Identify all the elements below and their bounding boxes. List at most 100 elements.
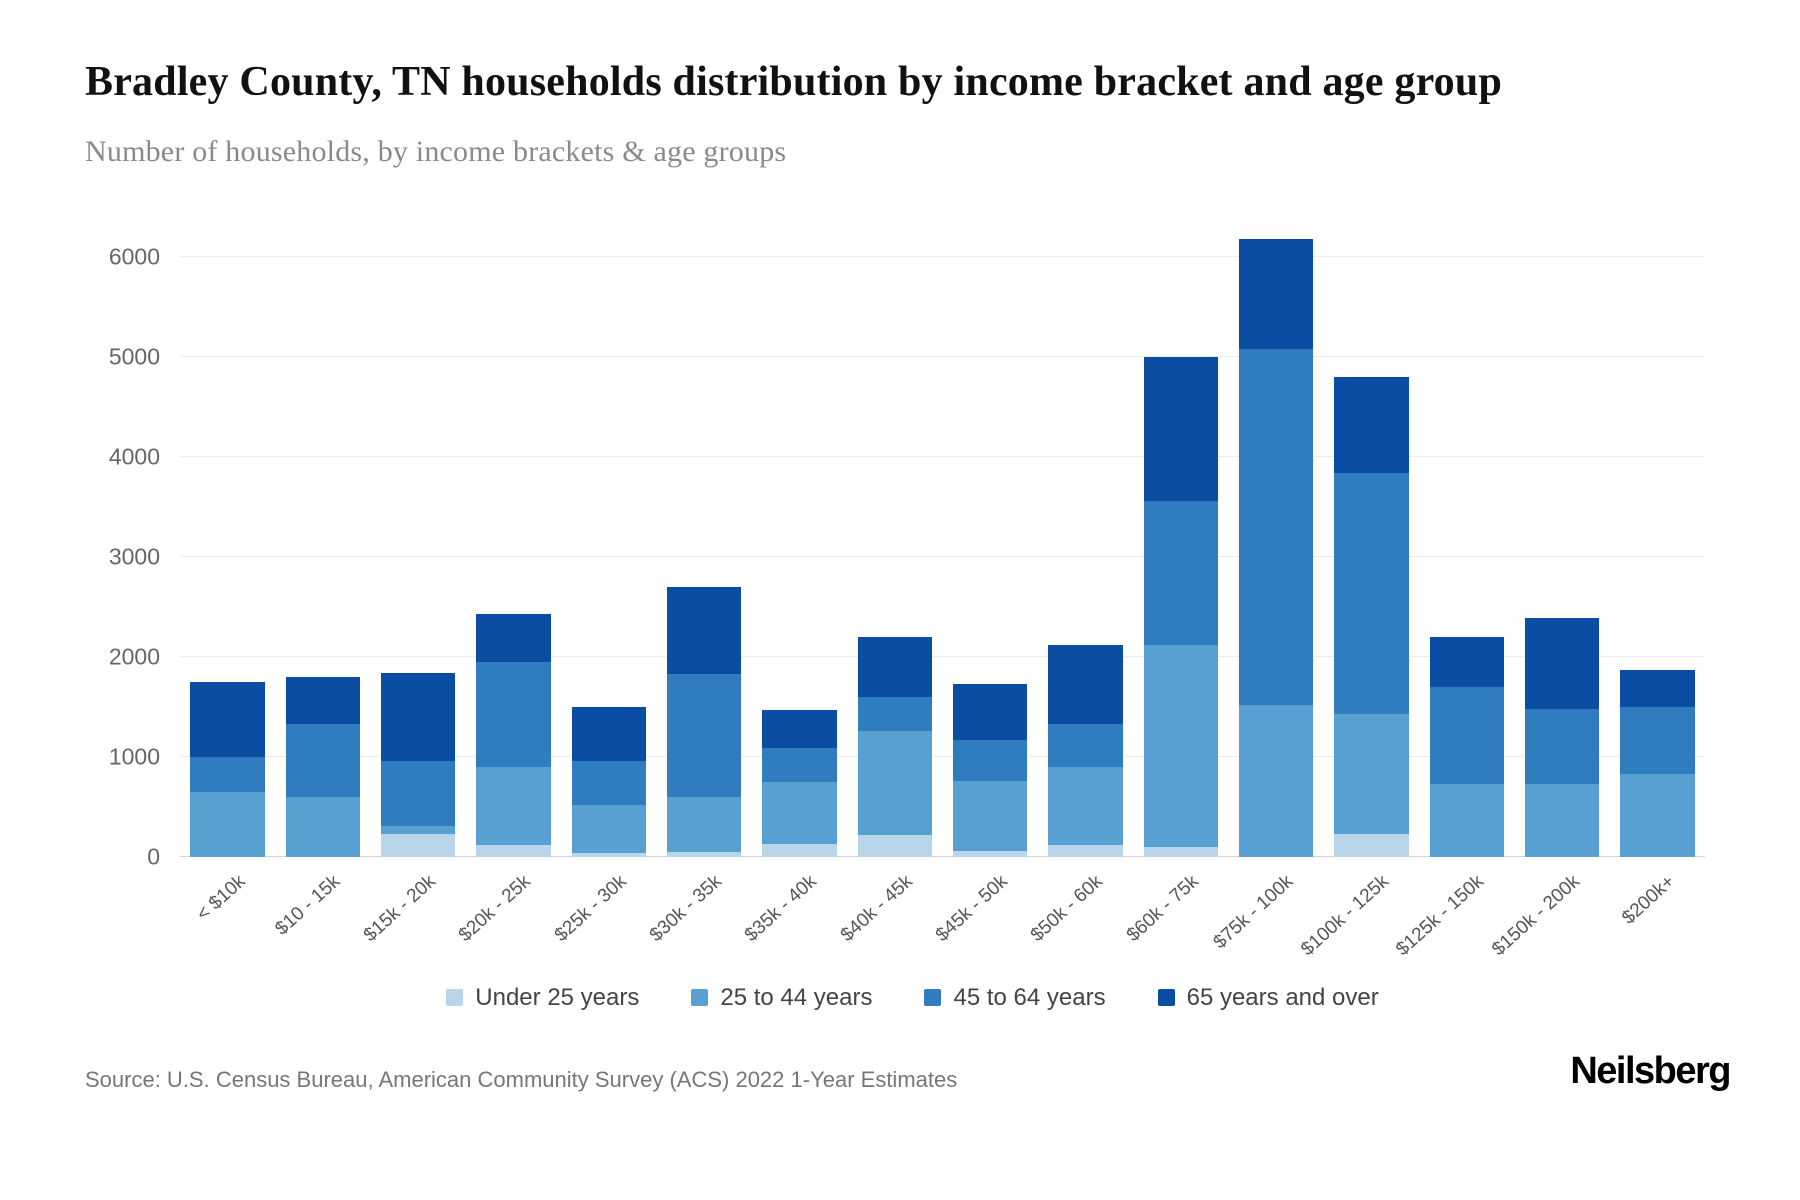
stacked-bar bbox=[571, 217, 647, 857]
bar-segment bbox=[1143, 356, 1218, 501]
bar-slot bbox=[561, 217, 656, 857]
y-tick-label: 5000 bbox=[108, 343, 160, 370]
y-tick-label: 6000 bbox=[108, 243, 160, 270]
bar-segment bbox=[1334, 472, 1409, 714]
bar-segment bbox=[1334, 713, 1409, 834]
bar-segment bbox=[571, 852, 647, 857]
gridline bbox=[180, 555, 1705, 557]
plot-area: 0 1000 2000 3000 4000 5000 6000 bbox=[109, 217, 1705, 869]
x-label-slot: $30k - 35k bbox=[646, 857, 752, 972]
bar-segment bbox=[190, 681, 265, 757]
stacked-bar bbox=[1429, 217, 1504, 857]
gridline bbox=[180, 755, 1705, 757]
x-tick-label: $15k - 20k bbox=[359, 870, 440, 946]
bar-segment bbox=[381, 825, 456, 834]
stacked-bar bbox=[190, 217, 265, 857]
stacked-bar bbox=[762, 217, 837, 857]
bar-segment bbox=[762, 843, 837, 857]
x-tick-label: $35k - 40k bbox=[741, 870, 822, 946]
bar-slot bbox=[371, 217, 466, 857]
x-tick-label: $30k - 35k bbox=[645, 870, 726, 946]
stacked-bar bbox=[1143, 217, 1218, 857]
stacked-bar bbox=[1334, 217, 1409, 857]
stacked-bar bbox=[1048, 217, 1123, 857]
bar-segment bbox=[1429, 636, 1504, 687]
bar-slot bbox=[1419, 217, 1514, 857]
x-tick-label: $60k - 75k bbox=[1122, 870, 1203, 946]
bars bbox=[180, 217, 1705, 857]
bar-segment bbox=[1143, 644, 1218, 847]
bar-segment bbox=[381, 760, 456, 826]
bar-segment bbox=[476, 844, 551, 857]
bar-segment bbox=[857, 834, 933, 857]
bar-slot bbox=[275, 217, 370, 857]
legend-label: Under 25 years bbox=[475, 983, 640, 1011]
x-label-slot: $150k - 200k bbox=[1488, 857, 1609, 972]
bar-segment bbox=[285, 676, 361, 724]
bar-segment bbox=[1429, 686, 1504, 784]
page-title: Bradley County, TN households distributi… bbox=[85, 59, 1503, 105]
x-tick-label: $40k - 45k bbox=[836, 870, 917, 946]
bar-segment bbox=[190, 756, 265, 792]
gridline bbox=[180, 855, 1705, 857]
x-label-slot: $50k - 60k bbox=[1027, 857, 1133, 972]
bar-segment bbox=[1620, 669, 1695, 707]
y-tick-label: 0 bbox=[147, 843, 160, 870]
y-tick-label: 1000 bbox=[108, 743, 160, 770]
legend-item: Under 25 years bbox=[446, 984, 639, 1012]
y-tick-label: 3000 bbox=[108, 543, 160, 570]
x-tick-label: $10 - 15k bbox=[271, 870, 345, 940]
legend-label: 25 to 44 years bbox=[720, 983, 873, 1011]
bar-segment bbox=[476, 613, 551, 662]
stacked-bar bbox=[952, 217, 1028, 857]
bar-slot bbox=[847, 217, 942, 857]
bar-segment bbox=[667, 586, 742, 674]
y-tick-label: 2000 bbox=[108, 643, 160, 670]
bar-segment bbox=[1048, 644, 1123, 724]
bar-segment bbox=[857, 636, 933, 697]
bar-segment bbox=[1048, 723, 1123, 767]
x-tick-label: $45k - 50k bbox=[931, 870, 1012, 946]
x-label-slot: $45k - 50k bbox=[932, 857, 1038, 972]
bar-segment bbox=[1238, 348, 1314, 705]
source-attribution: Source: U.S. Census Bureau, American Com… bbox=[85, 1066, 958, 1092]
bar-segment bbox=[1620, 773, 1695, 857]
bar-segment bbox=[381, 833, 456, 857]
bar-slot bbox=[657, 217, 752, 857]
bar-segment bbox=[1429, 783, 1504, 857]
bar-segment bbox=[571, 804, 647, 853]
stacked-bar bbox=[857, 217, 933, 857]
bar-segment bbox=[476, 766, 551, 845]
x-tick-label: < $10k bbox=[192, 870, 250, 926]
bar-segment bbox=[762, 747, 837, 782]
bar-slot bbox=[943, 217, 1038, 857]
bar-segment bbox=[857, 696, 933, 731]
bar-slot bbox=[1228, 217, 1323, 857]
legend-swatch bbox=[446, 989, 464, 1007]
bar-segment bbox=[952, 850, 1028, 857]
legend-label: 45 to 64 years bbox=[953, 983, 1106, 1011]
bar-segment bbox=[1620, 706, 1695, 774]
bar-segment bbox=[667, 673, 742, 797]
legend-label: 65 years and over bbox=[1186, 983, 1379, 1011]
bar-slot bbox=[1610, 217, 1705, 857]
chart-legend: Under 25 years 25 to 44 years 45 to 64 yea… bbox=[85, 984, 1740, 1012]
x-label-slot: $40k - 45k bbox=[837, 857, 942, 972]
x-label-slot: $35k - 40k bbox=[741, 857, 847, 972]
y-tick-label: 4000 bbox=[108, 443, 160, 470]
bar-slot bbox=[1038, 217, 1133, 857]
bar-segment bbox=[1334, 833, 1409, 857]
bar-segment bbox=[952, 739, 1028, 781]
stacked-bar-chart: 0 1000 2000 3000 4000 5000 6000 < $10k $10 - 15… bbox=[85, 217, 1740, 1012]
bar-segment bbox=[667, 796, 742, 852]
bar-segment bbox=[952, 780, 1028, 851]
x-label-slot: < $10k bbox=[180, 857, 275, 972]
gridline bbox=[180, 455, 1705, 457]
page-subtitle: Number of households, by income brackets… bbox=[85, 134, 787, 168]
stacked-bar bbox=[476, 217, 551, 857]
legend-item: 65 years and over bbox=[1157, 983, 1379, 1012]
bar-slot bbox=[1514, 217, 1609, 857]
bar-segment bbox=[1238, 238, 1314, 349]
legend-swatch bbox=[1157, 989, 1175, 1007]
